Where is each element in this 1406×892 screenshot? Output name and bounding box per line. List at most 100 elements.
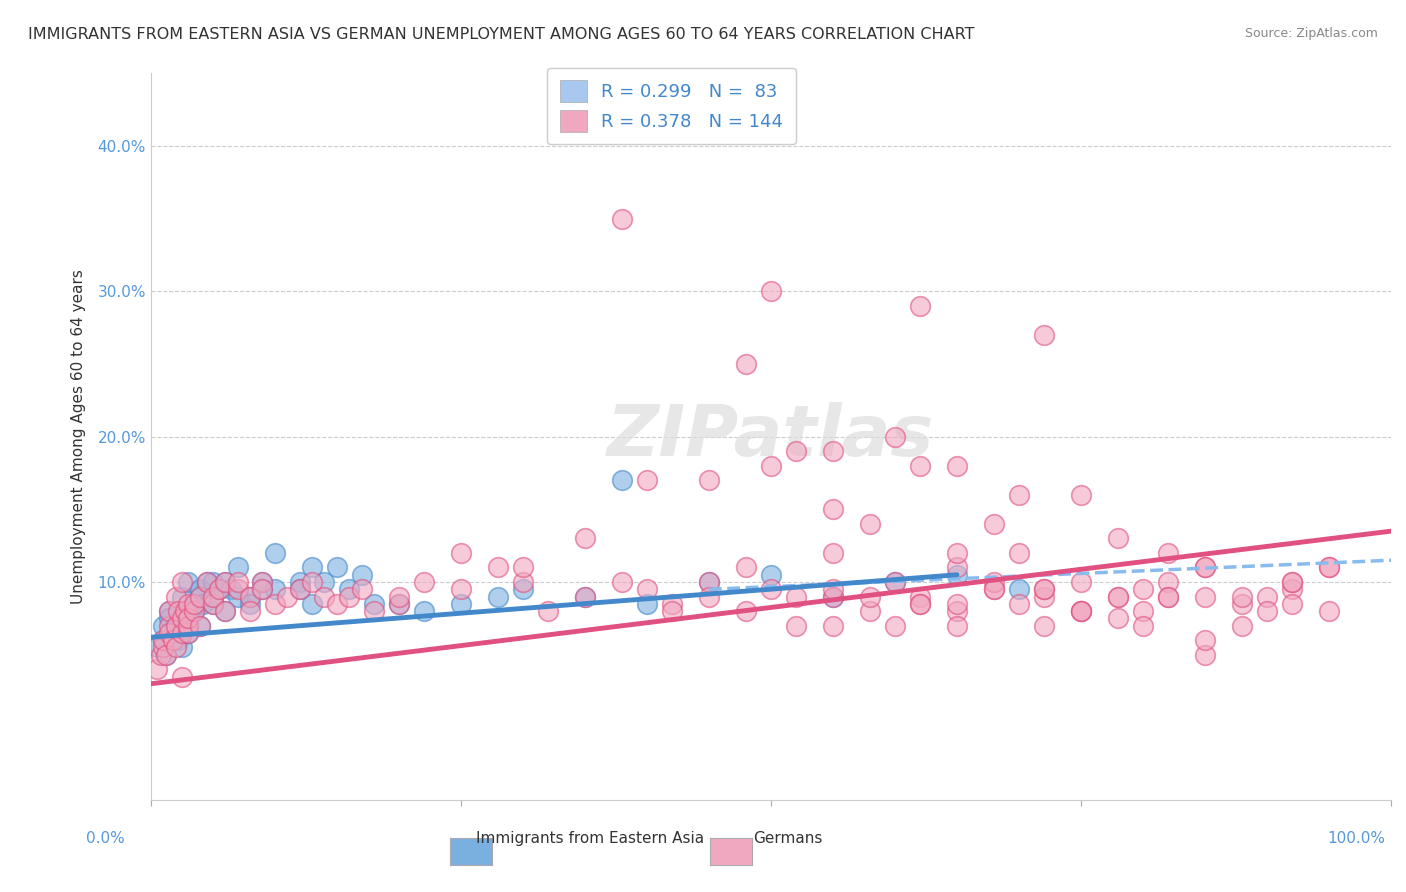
Point — [170, 590, 193, 604]
Point — [226, 560, 249, 574]
Point — [759, 458, 782, 473]
Point — [1230, 597, 1253, 611]
Point — [1070, 574, 1092, 589]
Point — [450, 546, 472, 560]
Point — [883, 574, 905, 589]
Legend: R = 0.299   N =  83, R = 0.378   N = 144: R = 0.299 N = 83, R = 0.378 N = 144 — [547, 68, 796, 145]
Point — [450, 597, 472, 611]
Point — [697, 574, 720, 589]
Point — [179, 604, 201, 618]
Point — [785, 618, 807, 632]
Point — [170, 626, 193, 640]
Point — [146, 640, 169, 655]
Point — [1157, 590, 1180, 604]
Point — [170, 618, 193, 632]
Point — [152, 640, 174, 655]
Point — [177, 618, 200, 632]
Point — [946, 597, 969, 611]
Point — [486, 590, 509, 604]
Point — [170, 574, 193, 589]
Point — [574, 532, 596, 546]
Point — [177, 597, 200, 611]
Point — [636, 473, 658, 487]
Point — [252, 574, 274, 589]
Point — [983, 582, 1005, 597]
Point — [388, 597, 411, 611]
Point — [188, 582, 211, 597]
Point — [486, 560, 509, 574]
Point — [1107, 590, 1129, 604]
Point — [1070, 604, 1092, 618]
Point — [1032, 582, 1054, 597]
Point — [252, 582, 274, 597]
Point — [821, 618, 844, 632]
Point — [821, 444, 844, 458]
Point — [983, 574, 1005, 589]
Point — [214, 604, 236, 618]
Point — [157, 626, 180, 640]
Point — [183, 597, 205, 611]
Point — [1317, 604, 1340, 618]
Point — [1256, 604, 1278, 618]
Point — [1194, 560, 1216, 574]
Point — [1230, 618, 1253, 632]
Text: 100.0%: 100.0% — [1327, 831, 1386, 846]
Point — [1256, 590, 1278, 604]
Point — [610, 473, 633, 487]
Point — [337, 590, 360, 604]
Point — [574, 590, 596, 604]
Text: Germans: Germans — [752, 831, 823, 846]
Point — [363, 597, 385, 611]
Point — [252, 582, 274, 597]
Point — [1317, 560, 1340, 574]
Point — [174, 604, 197, 618]
Point — [177, 574, 200, 589]
Point — [157, 611, 180, 625]
Point — [188, 618, 211, 632]
Point — [1157, 574, 1180, 589]
Point — [1070, 488, 1092, 502]
Point — [191, 597, 214, 611]
Point — [946, 546, 969, 560]
Point — [239, 604, 262, 618]
Point — [188, 590, 211, 604]
Point — [1230, 590, 1253, 604]
Point — [1132, 582, 1154, 597]
Point — [785, 444, 807, 458]
Point — [1032, 590, 1054, 604]
Point — [162, 633, 184, 648]
Point — [735, 604, 758, 618]
Point — [661, 604, 683, 618]
Point — [450, 582, 472, 597]
Point — [661, 597, 683, 611]
Point — [326, 560, 349, 574]
Point — [1194, 633, 1216, 648]
Point — [165, 590, 187, 604]
Point — [165, 618, 187, 632]
Point — [201, 597, 224, 611]
Point — [859, 590, 882, 604]
Point — [1032, 327, 1054, 342]
Point — [195, 574, 218, 589]
Point — [512, 574, 534, 589]
Point — [288, 582, 311, 597]
Point — [188, 618, 211, 632]
Point — [1317, 560, 1340, 574]
Point — [574, 590, 596, 604]
Point — [1157, 546, 1180, 560]
Point — [177, 611, 200, 625]
Point — [859, 604, 882, 618]
Point — [983, 516, 1005, 531]
Point — [1281, 582, 1303, 597]
Text: Immigrants from Eastern Asia: Immigrants from Eastern Asia — [477, 831, 704, 846]
Point — [337, 582, 360, 597]
Point — [288, 582, 311, 597]
Point — [152, 618, 174, 632]
Point — [263, 597, 285, 611]
Point — [239, 597, 262, 611]
Point — [1032, 582, 1054, 597]
Point — [276, 590, 298, 604]
Point — [908, 597, 931, 611]
Point — [1008, 546, 1031, 560]
Point — [610, 574, 633, 589]
